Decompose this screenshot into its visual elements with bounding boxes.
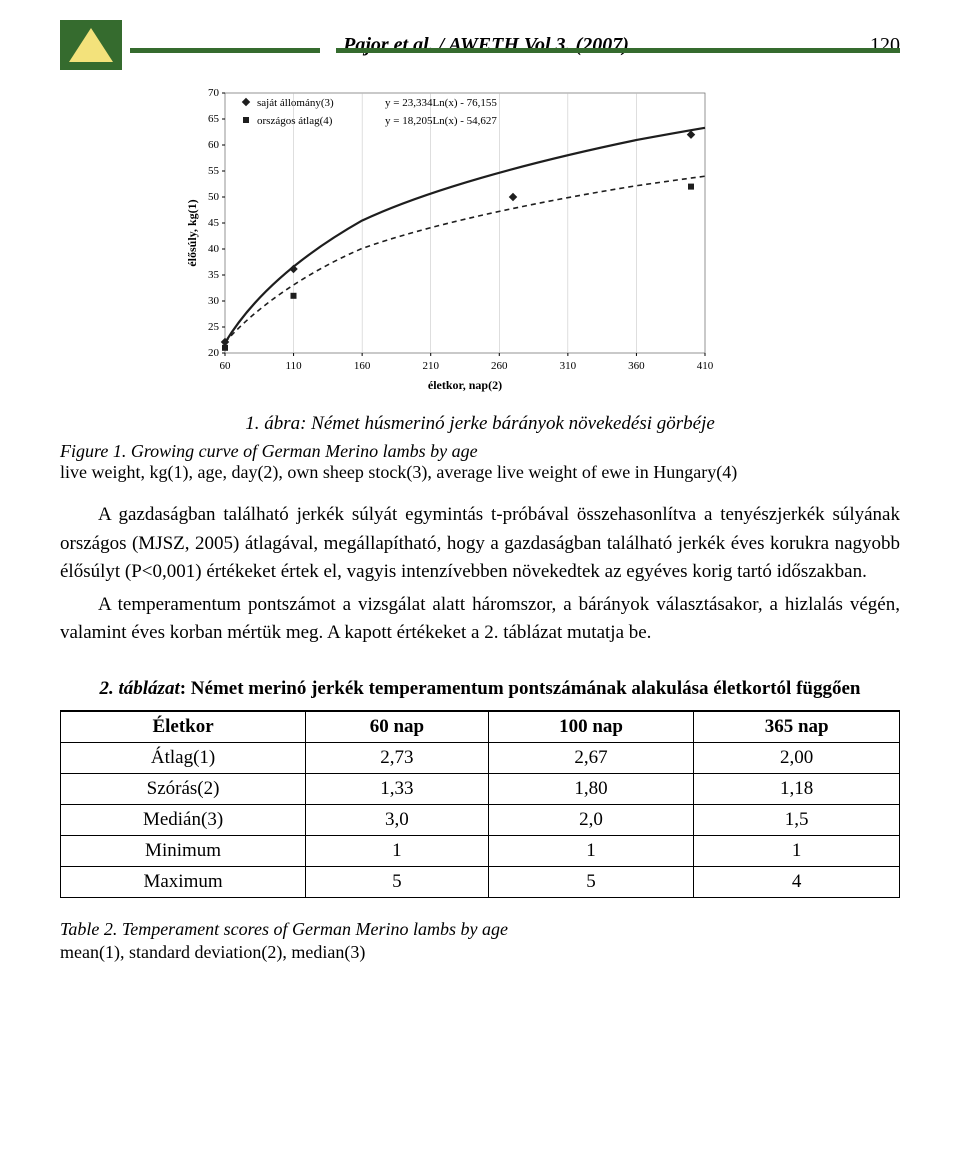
table-row: Minimum 1 1 1 [61,835,900,866]
svg-text:45: 45 [208,217,220,229]
paragraph-1: A gazdaságban található jerkék súlyát eg… [60,501,900,587]
svg-text:260: 260 [491,360,508,372]
figure1-title-hu: Német húsmerinó jerke bárányok növekedés… [311,413,715,434]
svg-text:30: 30 [208,295,220,307]
figure1-en-title: Growing curve of German Merino lambs by … [131,441,478,461]
page-number: 120 [850,34,900,57]
svg-text:20: 20 [208,347,220,359]
chart-xlabel: életkor, nap(2) [428,378,502,392]
legend-national-avg-eq: y = 18,205Ln(x) - 54,627 [385,115,497,127]
page-header: Pajor et al. / AWETH Vol 3. (2007) 120 [60,20,900,70]
table2-footer-keys: mean(1), standard deviation(2), median(3… [60,942,365,962]
table2-col-1: 60 nap [306,711,489,743]
svg-text:40: 40 [208,243,220,255]
svg-text:160: 160 [354,360,371,372]
figure1-caption: 1. ábra: Német húsmerinó jerke bárányok … [60,413,900,435]
table2-caption-num: 2. táblázat [100,678,180,699]
table-row: Medián(3) 3,0 2,0 1,5 [61,804,900,835]
paragraph-2: A temperamentum pontszámot a vizsgálat a… [60,591,900,648]
table2-caption: 2. táblázat: Német merinó jerkék tempera… [60,678,900,700]
growth-chart-svg: 20 25 30 35 40 45 50 55 60 65 70 60 110 … [170,83,730,403]
figure1-caption-en: Figure 1. Growing curve of German Merino… [60,441,900,483]
table-row: Maximum 5 5 4 [61,866,900,897]
table2-footer-title: Table 2. Temperament scores of German Me… [60,919,508,939]
figure1-en-num: Figure 1. [60,441,126,461]
table2-col-0: Életkor [61,711,306,743]
growth-chart: 20 25 30 35 40 45 50 55 60 65 70 60 110 … [170,83,900,403]
svg-text:310: 310 [560,360,577,372]
table2: Életkor 60 nap 100 nap 365 nap Átlag(1) … [60,710,900,898]
table2-footer: Table 2. Temperament scores of German Me… [60,918,900,965]
svg-text:35: 35 [208,269,220,281]
table2-col-2: 100 nap [488,711,694,743]
svg-text:70: 70 [208,87,220,99]
svg-text:65: 65 [208,113,220,125]
svg-text:55: 55 [208,165,220,177]
svg-text:60: 60 [220,360,232,372]
table2-header-row: Életkor 60 nap 100 nap 365 nap [61,711,900,743]
legend-own-stock-eq: y = 23,334Ln(x) - 76,155 [385,97,497,109]
body-text: A gazdaságban található jerkék súlyát eg… [60,501,900,648]
table-row: Átlag(1) 2,73 2,67 2,00 [61,742,900,773]
svg-text:210: 210 [422,360,439,372]
journal-logo [60,20,122,70]
logo-triangle-icon [69,28,113,62]
legend-own-stock: saját állomány(3) [257,97,334,109]
svg-text:50: 50 [208,191,220,203]
chart-ylabel: élősúly, kg(1) [185,199,199,266]
table2-caption-title: : Német merinó jerkék temperamentum pont… [180,678,861,699]
svg-text:410: 410 [697,360,714,372]
running-head: Pajor et al. / AWETH Vol 3. (2007) [122,34,850,57]
table-row: Szórás(2) 1,33 1,80 1,18 [61,773,900,804]
svg-text:110: 110 [286,360,303,372]
svg-text:360: 360 [628,360,645,372]
table2-col-3: 365 nap [694,711,900,743]
svg-text:25: 25 [208,321,220,333]
header-rule [60,48,900,53]
figure1-number: 1. ábra: [245,413,306,434]
figure1-en-keys: live weight, kg(1), age, day(2), own she… [60,462,737,482]
svg-text:60: 60 [208,139,220,151]
legend-national-avg: országos átlag(4) [257,115,333,127]
